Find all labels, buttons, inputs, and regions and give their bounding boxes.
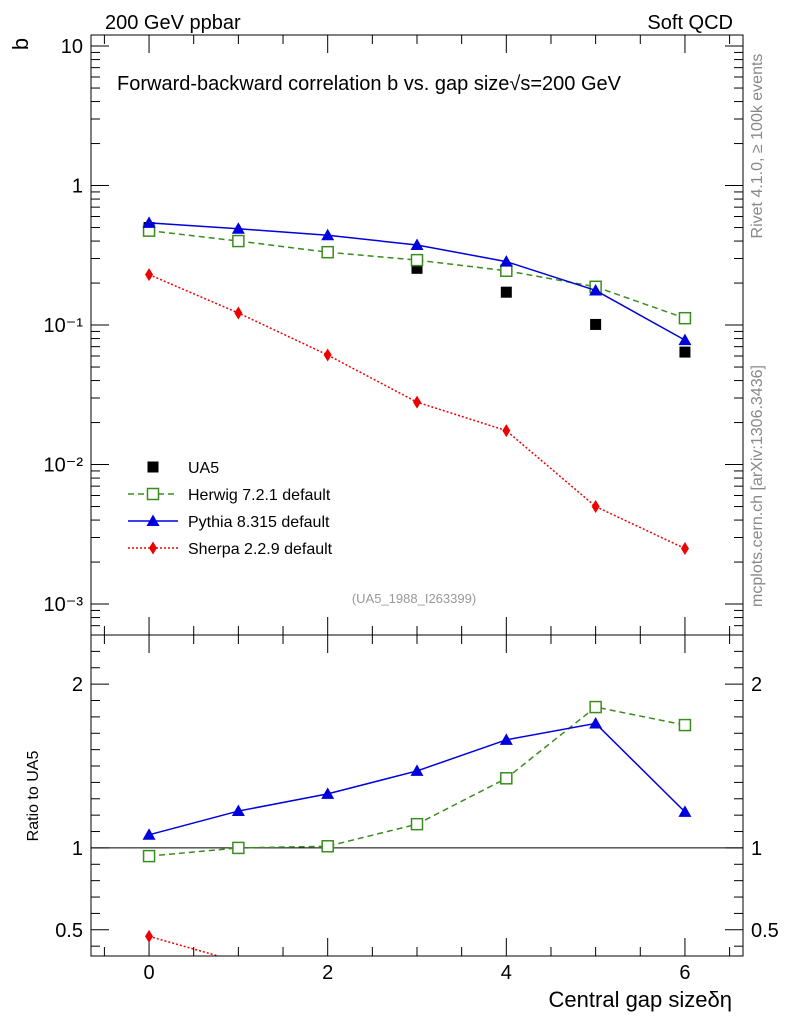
x-axis-label-symbol: δη bbox=[708, 987, 732, 1012]
ratio-point-sherpa-0 bbox=[145, 929, 154, 943]
ratio-point-herwig-3 bbox=[410, 817, 424, 831]
legend-marker-pythia bbox=[146, 514, 160, 526]
main-y-tick-label: 10⁻³ bbox=[44, 594, 84, 616]
main-point-herwig-1 bbox=[232, 234, 245, 248]
main-point-sherpa-3 bbox=[413, 395, 421, 409]
ratio-point-herwig-4 bbox=[500, 772, 513, 785]
main-y-axis-label: b bbox=[8, 38, 33, 50]
main-y-tick-label: 10 bbox=[61, 36, 83, 58]
main-point-herwig-3 bbox=[410, 253, 424, 267]
ratio-point-herwig-1 bbox=[232, 841, 245, 855]
header-right: Soft QCD bbox=[647, 12, 733, 34]
legend-marker-herwig bbox=[146, 487, 160, 501]
x-tick-label: 4 bbox=[501, 962, 512, 984]
main-point-pythia-4 bbox=[499, 255, 513, 267]
ratio-point-herwig-0 bbox=[142, 849, 156, 863]
main-axis-ticks: 10 1 10⁻¹ 10⁻² 10⁻³ bbox=[44, 35, 743, 636]
legend-label-herwig: Herwig 7.2.1 default bbox=[188, 487, 331, 504]
ratio-y-tick-label-right: 2 bbox=[751, 674, 762, 696]
ratio-point-pythia-5 bbox=[589, 716, 603, 729]
ratio-series-group bbox=[142, 700, 692, 956]
legend-marker-sherpa bbox=[149, 541, 157, 555]
x-tick-label: 2 bbox=[322, 962, 333, 984]
main-line-sherpa bbox=[148, 273, 686, 550]
main-y-tick-label: 10⁻¹ bbox=[44, 315, 84, 337]
ratio-y-tick-label: 1 bbox=[72, 838, 83, 860]
ratio-y-tick-label-right: 0.5 bbox=[751, 920, 779, 942]
main-point-pythia-1 bbox=[231, 222, 245, 234]
ratio-axis-ticks: 0.5 0.5 1 1 2 2 0 2 4 6 bbox=[55, 635, 779, 984]
main-point-data-4 bbox=[500, 286, 512, 298]
ratio-point-pythia-2 bbox=[321, 787, 335, 799]
x-tick-label: 0 bbox=[143, 962, 154, 984]
ratio-point-pythia-1 bbox=[231, 804, 245, 817]
main-point-data-5 bbox=[590, 318, 602, 330]
main-y-tick-label: 10⁻² bbox=[44, 455, 84, 477]
ratio-y-tick-label: 2 bbox=[72, 674, 83, 696]
legend-marker-data bbox=[147, 461, 159, 473]
legend: UA5 Herwig 7.2.1 default Pythia 8.315 defa… bbox=[128, 460, 333, 558]
x-axis-label-text: Central gap size bbox=[549, 987, 708, 1012]
main-point-data-3 bbox=[411, 262, 423, 274]
x-tick-label: 6 bbox=[679, 962, 690, 984]
ratio-point-herwig-5 bbox=[589, 700, 602, 714]
main-y-tick-label: 1 bbox=[72, 176, 83, 198]
main-point-herwig-2 bbox=[321, 245, 334, 259]
main-point-herwig-4 bbox=[500, 264, 513, 278]
ratio-point-pythia-0 bbox=[142, 828, 156, 840]
ratio-point-pythia-6 bbox=[678, 805, 692, 817]
ratio-y-tick-label-right: 1 bbox=[751, 838, 762, 860]
rivet-version-label: Rivet 4.1.0, ≥ 100k events bbox=[749, 54, 766, 239]
chart-title-main: Forward-backward correlation b vs. gap s… bbox=[117, 73, 509, 95]
main-point-pythia-2 bbox=[321, 228, 335, 241]
legend-label-pythia: Pythia 8.315 default bbox=[188, 514, 330, 531]
source-label: mcplots.cern.ch [arXiv:1306.3436] bbox=[749, 365, 766, 607]
main-point-sherpa-5 bbox=[591, 500, 600, 514]
ratio-plot-frame bbox=[90, 634, 744, 957]
x-axis-label: Central gap sizeδη bbox=[549, 987, 732, 1012]
legend-label-data: UA5 bbox=[188, 460, 219, 477]
main-point-herwig-6 bbox=[678, 311, 692, 325]
main-point-sherpa-4 bbox=[502, 424, 511, 438]
main-point-pythia-3 bbox=[410, 238, 424, 250]
main-point-sherpa-1 bbox=[234, 306, 243, 320]
ratio-line-herwig bbox=[148, 706, 686, 857]
ratio-point-pythia-4 bbox=[499, 733, 513, 745]
ratio-point-herwig-2 bbox=[321, 840, 334, 853]
chart-title: Forward-backward correlation b vs. gap s… bbox=[117, 73, 622, 95]
ratio-point-pythia-3 bbox=[410, 764, 424, 776]
ratio-point-sherpa-1 bbox=[237, 955, 239, 956]
analysis-annotation: (UA5_1988_I263399) bbox=[352, 591, 476, 606]
main-point-sherpa-2 bbox=[323, 348, 332, 362]
ratio-y-axis-label: Ratio to UA5 bbox=[25, 751, 42, 842]
legend-label-sherpa: Sherpa 2.2.9 default bbox=[188, 541, 333, 558]
ratio-point-herwig-6 bbox=[678, 718, 692, 732]
main-point-sherpa-0 bbox=[145, 268, 154, 282]
main-point-data-6 bbox=[679, 346, 691, 358]
header-left: 200 GeV ppbar bbox=[105, 12, 241, 34]
main-series-group bbox=[142, 216, 692, 556]
main-point-pythia-5 bbox=[589, 283, 603, 296]
main-point-sherpa-6 bbox=[680, 542, 689, 556]
main-point-pythia-6 bbox=[678, 333, 692, 346]
ratio-y-tick-label: 0.5 bbox=[55, 920, 83, 942]
chart-title-energy: √s=200 GeV bbox=[509, 73, 621, 95]
main-point-pythia-0 bbox=[142, 216, 156, 228]
